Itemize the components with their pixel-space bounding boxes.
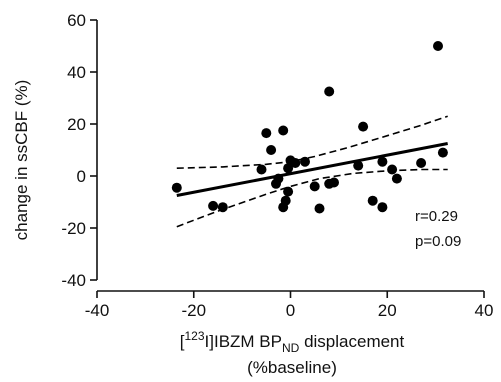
data-point xyxy=(387,164,398,175)
data-point xyxy=(329,177,339,188)
data-point xyxy=(217,202,228,213)
data-point xyxy=(171,182,182,193)
x-tick-label: -20 xyxy=(181,301,206,320)
y-tick-label: 0 xyxy=(77,167,86,186)
data-point xyxy=(278,125,289,136)
y-tick-label: -20 xyxy=(61,219,86,238)
y-axis-title: change in ssCBF (%) xyxy=(12,80,31,241)
data-point xyxy=(324,86,335,97)
confidence-band xyxy=(176,115,448,228)
y-tick-label: 40 xyxy=(67,63,86,82)
x-tick-label: 20 xyxy=(378,301,397,320)
data-points xyxy=(171,41,448,214)
x-axis-title-line2: (%baseline) xyxy=(247,358,337,377)
correlation-r-label: r=0.29 xyxy=(415,208,458,225)
data-point xyxy=(309,181,320,192)
data-point xyxy=(358,121,369,132)
x-axis-title-bracket: [ xyxy=(180,332,185,351)
data-point xyxy=(273,173,284,184)
data-point xyxy=(261,128,272,139)
x-axis-title-isotope: 123 xyxy=(185,329,205,343)
data-point xyxy=(256,164,267,175)
data-point xyxy=(377,156,388,167)
data-point xyxy=(280,195,291,206)
data-point xyxy=(437,147,448,158)
data-point xyxy=(377,202,388,213)
x-tick-label: 0 xyxy=(286,301,295,320)
x-axis-title-rest: displacement xyxy=(299,332,404,351)
data-point xyxy=(266,145,277,155)
data-point xyxy=(283,163,294,174)
x-axis-title-subscript: ND xyxy=(282,341,300,355)
x-axis-title: [123I]IBZM BPND displacement xyxy=(180,329,405,355)
data-point xyxy=(283,186,294,197)
data-point xyxy=(290,158,301,168)
y-axis: -40 -20 0 20 40 60 xyxy=(61,11,98,290)
y-tick-label: 20 xyxy=(67,115,86,134)
regression-line xyxy=(176,142,448,197)
x-tick-label: -40 xyxy=(85,301,110,320)
y-tick-label: 60 xyxy=(67,11,86,30)
x-axis-title-compound: I]IBZM BP xyxy=(205,332,282,351)
x-axis: -40 -20 0 20 40 xyxy=(85,290,494,320)
correlation-p-label: p=0.09 xyxy=(415,233,461,250)
ci-lower-line xyxy=(176,168,448,228)
x-tick-label: 40 xyxy=(475,301,494,320)
data-point xyxy=(433,41,443,51)
data-point xyxy=(416,158,427,168)
data-point xyxy=(391,173,402,184)
data-point xyxy=(314,203,325,214)
data-point xyxy=(208,200,219,211)
data-point xyxy=(367,195,378,206)
data-point xyxy=(300,156,310,167)
y-tick-label: -40 xyxy=(61,271,86,290)
data-point xyxy=(353,160,364,171)
ci-upper-line xyxy=(176,115,448,169)
regression-line-group xyxy=(176,142,448,197)
